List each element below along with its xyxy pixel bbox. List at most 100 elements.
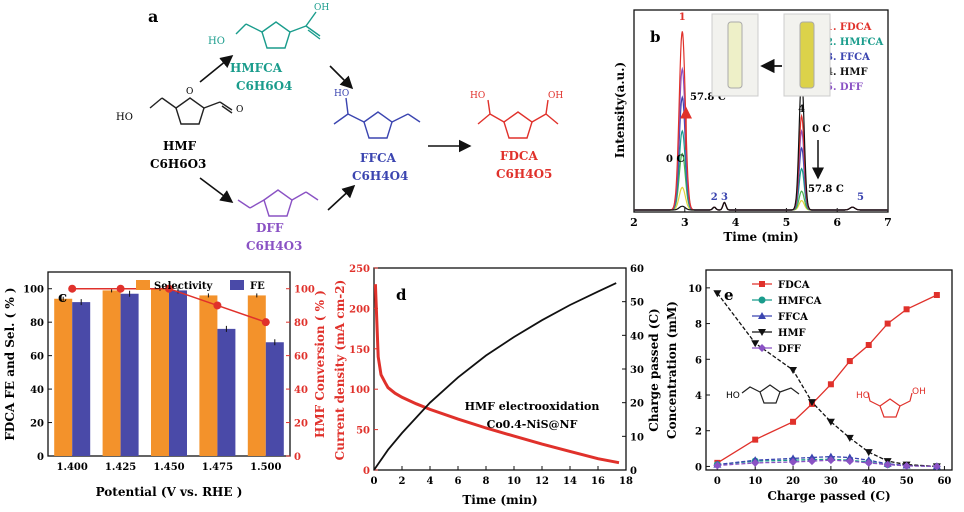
e-fdca-oh: OH	[912, 387, 926, 397]
e-ylabel: Concentration (mM)	[665, 301, 679, 439]
c-bar-selectivity	[54, 298, 73, 456]
arrow-hmf-hmfca	[199, 54, 234, 83]
e-xtick-label: 0	[714, 476, 721, 487]
c-legend-swatch-fe	[230, 280, 244, 290]
e-point-dff	[845, 457, 854, 466]
b-peak-label: 2	[711, 192, 718, 203]
e-point-hmf	[751, 340, 760, 348]
panel-c-label: c	[58, 288, 67, 306]
d-ytick-label: 200	[349, 304, 370, 315]
panel-d: 0 2 4 6 8 10 12 14 16 180501001502002500102030405…	[333, 264, 661, 507]
fdca-name: FDCA	[500, 149, 538, 163]
d-annotation-2: Co0.4-NiS@NF	[487, 418, 578, 431]
e-point-ffca	[845, 453, 854, 461]
c-xtick-label: 1.425	[105, 462, 136, 473]
c-ylabel: FDCA FE and Sel. ( % )	[3, 287, 17, 440]
b-legend-item: 3. FFCA	[826, 52, 870, 63]
d-xtick-label: 8	[483, 476, 490, 487]
c-ytick-label: 0	[37, 452, 44, 463]
b-ann-right-top: 0 C	[812, 124, 830, 135]
c-bar-selectivity	[247, 295, 266, 456]
d-xtick-label: 16	[591, 476, 605, 487]
dff-name: DFF	[256, 221, 284, 235]
e-legend-item: FFCA	[778, 312, 808, 323]
dff-structure	[237, 189, 319, 217]
e-ytick-label: 4	[695, 391, 702, 402]
b-legend-item: 5. DFF	[826, 82, 863, 93]
ffca-ho: HO	[334, 89, 349, 99]
e-xtick-label: 40	[862, 476, 876, 487]
b-vial-right	[799, 21, 815, 89]
d-xtick-label: 2	[399, 476, 406, 487]
e-point-dff	[883, 460, 892, 469]
d-frame	[373, 267, 627, 471]
c-bar-fe	[265, 342, 284, 456]
b-peak-label: 4	[798, 104, 805, 115]
c-xlabel: Potential (V vs. RHE )	[96, 485, 243, 499]
d-y2tick-label: 0	[630, 466, 637, 477]
arrow-hmf-dff	[199, 177, 234, 203]
e-legend-marker	[759, 281, 765, 287]
d-y2tick-label: 40	[630, 331, 644, 342]
ffca-structure	[333, 97, 421, 139]
e-point-fdca	[884, 320, 891, 327]
e-point-fdca	[790, 418, 797, 425]
e-series-line-dff	[717, 459, 937, 468]
arrow-dff-ffca	[327, 184, 356, 211]
hmfca-structure	[235, 11, 321, 49]
e-legend-item: FDCA	[778, 280, 810, 291]
e-legend-item: DFF	[778, 344, 801, 355]
c-y2tick-label: 20	[294, 419, 308, 430]
c-xtick-label: 1.475	[202, 462, 233, 473]
c-ytick-label: 40	[30, 385, 44, 396]
b-peak-label: 3	[721, 192, 728, 203]
b-ann-left-top: 57.8 C	[690, 92, 726, 103]
panel-b-label: b	[650, 28, 661, 46]
d-xtick-label: 14	[563, 476, 577, 487]
b-xtick-label: 6	[833, 216, 841, 229]
d-xtick-label: 10	[507, 476, 521, 487]
arrow-hmfca-ffca	[329, 65, 354, 90]
ffca-name: FFCA	[360, 151, 397, 165]
e-point-fdca	[933, 292, 940, 298]
hmf-ho: HO	[116, 112, 133, 123]
e-hmf-ho: HO	[726, 391, 740, 401]
b-legend-item: 4. HMF	[826, 67, 868, 78]
c-xtick-label: 1.400	[57, 462, 88, 473]
e-point-hmf	[713, 290, 722, 298]
c-y2tick-label: 80	[294, 318, 308, 329]
e-legend-marker	[758, 312, 766, 319]
b-xtick-label: 4	[732, 216, 740, 229]
c-ytick-label: 100	[23, 285, 44, 296]
e-xtick-label: 10	[748, 476, 762, 487]
b-peak-label: 5	[857, 192, 864, 203]
d-xtick-label: 18	[619, 476, 633, 487]
e-point-fdca	[903, 306, 910, 313]
c-bar-fe	[217, 328, 236, 456]
c-ytick-label: 60	[30, 352, 44, 363]
hmfca-oh: OH	[314, 3, 329, 13]
d-xtick-label: 6	[455, 476, 462, 487]
c-bar-selectivity	[151, 288, 169, 456]
d-annotation-1: HMF electrooxidation	[465, 400, 600, 413]
c-conversion-point	[165, 284, 173, 293]
e-point-fdca	[865, 342, 872, 348]
e-hmf-structure	[741, 384, 800, 404]
c-y2tick-label: 60	[294, 352, 308, 363]
panel-d-label: d	[396, 286, 407, 304]
b-xlabel: Time (min)	[723, 230, 798, 244]
e-point-dff	[789, 457, 798, 466]
d-ytick-label: 50	[356, 426, 370, 437]
e-point-hmf	[864, 449, 873, 457]
panel-e: 0 10 20 30 40 50 60 0 2 4 6 8 10 FDCA HMFCA FFCA HMF DFF H…	[665, 269, 953, 503]
e-xtick-label: 60	[937, 476, 951, 487]
hmf-o: O	[186, 87, 193, 97]
d-ytick-label: 250	[349, 264, 370, 275]
d-current-line	[373, 284, 620, 465]
e-series-line-fdca	[717, 294, 938, 464]
hmfca-name: HMFCA	[230, 61, 283, 75]
panel-e-label: e	[724, 286, 734, 304]
b-legend-item: 1. FDCA	[826, 22, 872, 33]
c-legend-swatch-selectivity	[136, 280, 150, 290]
